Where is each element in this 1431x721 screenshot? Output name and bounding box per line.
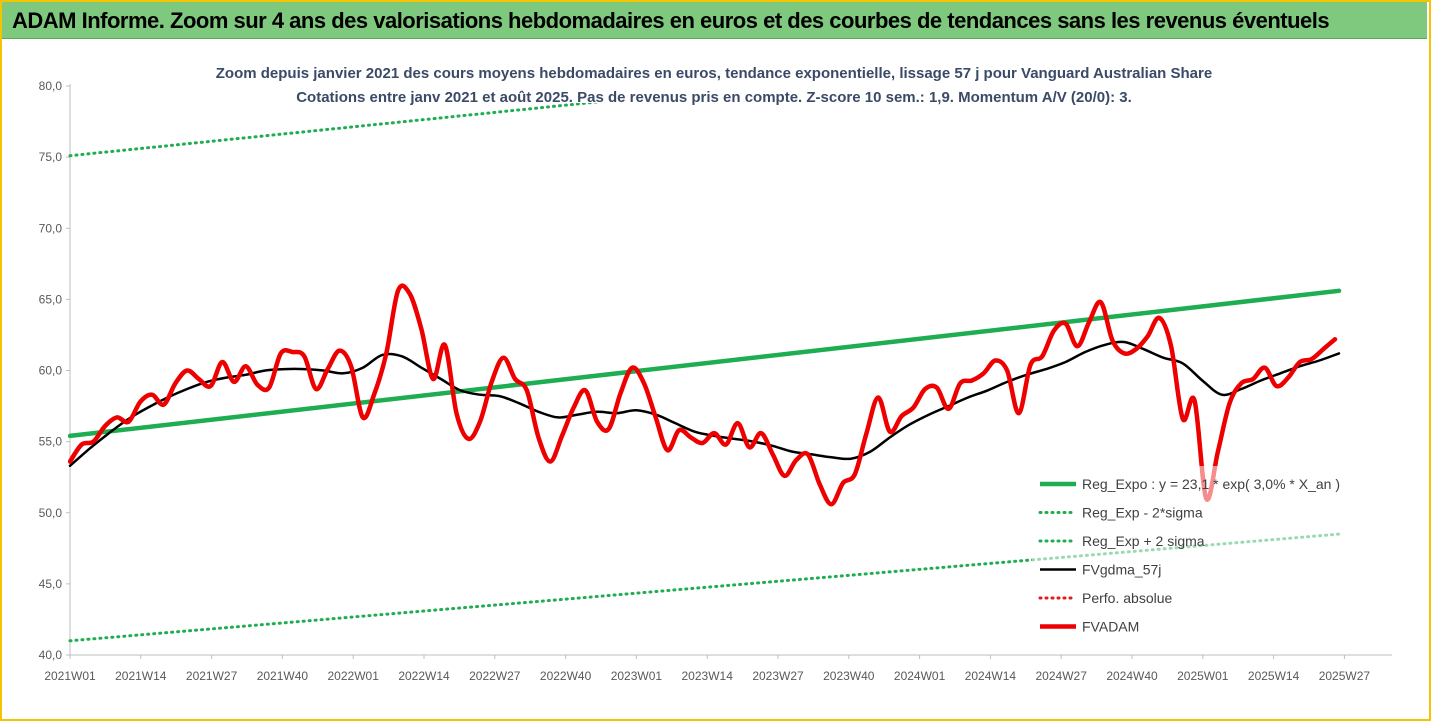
legend-label: Reg_Expo : y = 23,1 * exp( 3,0% * X_an )	[1082, 476, 1340, 492]
x-tick-label: 2021W40	[257, 669, 309, 683]
x-tick-label: 2023W01	[611, 669, 663, 683]
legend: Reg_Expo : y = 23,1 * exp( 3,0% * X_an )…	[1032, 466, 1372, 642]
x-tick-label: 2022W14	[398, 669, 450, 683]
title-backdrop	[180, 57, 1248, 103]
legend-label: FVADAM	[1082, 619, 1139, 635]
x-tick-label: 2022W40	[540, 669, 592, 683]
y-tick-label: 75,0	[39, 150, 63, 164]
x-tick-label: 2024W01	[894, 669, 946, 683]
x-tick-label: 2022W01	[328, 669, 380, 683]
legend-label: FVgdma_57j	[1082, 562, 1161, 578]
series-reg-expo-y-23-1-exp-3-0-x-an	[68, 288, 1342, 439]
x-tick-label: 2024W27	[1036, 669, 1088, 683]
chart-title: Zoom depuis janvier 2021 des cours moyen…	[216, 65, 1212, 82]
x-tick-label: 2025W01	[1177, 669, 1229, 683]
axes: 40,0 45,0 50,0 55,0 60,0 65,0 70,0 75,0 80,0 2021…	[39, 79, 1392, 683]
report-banner: ADAM Informe. Zoom sur 4 ans des valoris…	[2, 2, 1427, 39]
legend-label: Perfo. absolue	[1082, 590, 1172, 606]
x-tick-label: 2021W27	[186, 669, 238, 683]
series-fvgdma-57j	[68, 340, 1341, 468]
legend-label: Reg_Exp - 2*sigma	[1082, 505, 1203, 521]
x-tick-label: 2021W01	[44, 669, 96, 683]
y-tick-label: 55,0	[39, 435, 63, 449]
y-tick-label: 60,0	[39, 364, 63, 378]
y-tick-label: 65,0	[39, 292, 63, 306]
y-tick-label: 40,0	[39, 648, 63, 662]
x-tick-label: 2024W40	[1106, 669, 1158, 683]
x-tick-label: 2022W27	[469, 669, 521, 683]
report-title: ADAM Informe. Zoom sur 4 ans des valoris…	[12, 8, 1330, 33]
y-tick-label: 70,0	[39, 221, 63, 235]
x-tick-label: 2021W14	[115, 669, 167, 683]
x-tick-label: 2024W14	[965, 669, 1017, 683]
series-fvadam	[68, 283, 1338, 507]
y-tick-label: 80,0	[39, 79, 63, 93]
x-tick-label: 2025W14	[1248, 669, 1300, 683]
legend-label: Reg_Exp + 2 sigma	[1082, 533, 1205, 549]
chart-subtitle: Cotations entre janv 2021 et août 2025. …	[296, 89, 1132, 106]
y-tick-label: 50,0	[39, 506, 63, 520]
x-tick-label: 2023W14	[682, 669, 734, 683]
x-tick-label: 2025W27	[1319, 669, 1371, 683]
y-tick-label: 45,0	[39, 577, 63, 591]
legend-backdrop	[1032, 466, 1372, 642]
x-tick-label: 2023W27	[752, 669, 804, 683]
x-tick-label: 2023W40	[823, 669, 875, 683]
